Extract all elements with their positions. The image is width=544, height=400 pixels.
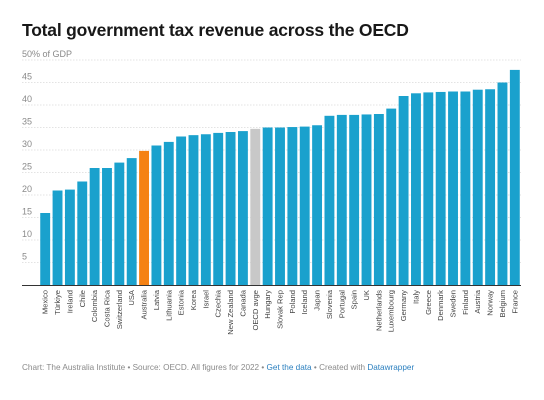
- bar: [435, 91, 446, 285]
- bar: [176, 136, 187, 285]
- y-axis-label: 50% of GDP: [22, 49, 72, 59]
- x-tick-label: Slovak Rep: [276, 290, 285, 329]
- y-tick-label: 45: [22, 72, 32, 82]
- chart-title: Total government tax revenue across the …: [22, 20, 409, 40]
- x-tick-label: OECD avge: [251, 290, 260, 331]
- x-tick-label: Japan: [313, 290, 322, 311]
- bar: [460, 91, 471, 285]
- datawrapper-link[interactable]: Datawrapper: [367, 363, 415, 372]
- bar: [139, 150, 149, 285]
- x-tick-label: Israel: [201, 290, 210, 309]
- x-tick-label: Chile: [78, 290, 87, 307]
- x-tick-label: USA: [127, 289, 136, 306]
- footer-separator: •: [261, 363, 265, 372]
- x-tick-label: Slovenia: [325, 289, 334, 319]
- bar: [386, 108, 397, 285]
- x-tick-label: Denmark: [436, 290, 445, 321]
- bar: [324, 115, 335, 285]
- x-tick-label: Colombia: [90, 289, 99, 322]
- x-tick-label: Türkiye: [53, 290, 62, 315]
- bar: [336, 114, 347, 286]
- bar: [312, 125, 323, 285]
- x-tick-label: Italy: [411, 290, 420, 304]
- bar: [64, 189, 75, 285]
- x-tick-label: New Zealand: [226, 290, 235, 335]
- bar: [398, 96, 409, 285]
- get-the-data-link[interactable]: Get the data: [266, 363, 312, 372]
- bar: [275, 127, 285, 285]
- x-tick-label: Germany: [399, 290, 408, 321]
- x-tick-label: Spain: [350, 290, 359, 309]
- y-tick-label: 40: [22, 94, 32, 104]
- x-tick-label: Ireland: [65, 290, 74, 313]
- y-tick-label: 25: [22, 162, 32, 172]
- x-tick-label: Canada: [238, 289, 247, 316]
- x-tick-label: Greece: [424, 290, 433, 315]
- chart-source: Source: OECD. All figures for 2022: [132, 363, 260, 372]
- bar: [361, 114, 372, 285]
- bar: [472, 89, 483, 285]
- bar: [213, 132, 224, 285]
- x-tick-label: Austria: [473, 289, 482, 313]
- y-tick-label: 20: [22, 184, 32, 194]
- x-tick-label: Portugal: [337, 290, 346, 319]
- bar-chart: 5 10 15 20 25 30 35 40 45 50% of GDP Mexico Türkiye…: [22, 49, 521, 335]
- chart-footer: Chart: The Australia Institute • Source:…: [22, 363, 414, 372]
- x-tick-label: Poland: [288, 290, 297, 314]
- x-tick-label: Norway: [486, 290, 495, 316]
- x-tick-label: Korea: [189, 289, 198, 310]
- y-tick-label: 35: [22, 117, 32, 127]
- bar: [349, 114, 360, 286]
- x-tick-label: UK: [362, 290, 371, 301]
- bar: [225, 132, 236, 285]
- chart-credit: Chart: The Australia Institute: [22, 363, 126, 372]
- x-tick-label: Luxembourg: [387, 290, 396, 332]
- bar: [237, 131, 248, 285]
- y-tick-label: 30: [22, 139, 32, 149]
- bar: [287, 127, 298, 285]
- bar: [40, 213, 51, 285]
- created-with-text: Created with: [319, 363, 366, 372]
- bar: [485, 89, 496, 285]
- x-tick-label: Estonia: [177, 289, 186, 315]
- footer-separator: •: [127, 363, 131, 372]
- x-tick-label: Costa Rica: [102, 289, 111, 327]
- bar: [373, 114, 384, 285]
- x-tick-label: Netherlands: [374, 290, 383, 331]
- x-tick-label: Hungary: [263, 290, 272, 319]
- bar: [250, 128, 261, 285]
- bar: [448, 91, 458, 285]
- bar: [200, 134, 211, 285]
- x-tick-label: Belgium: [498, 290, 507, 317]
- x-tick-label: Mexico: [41, 290, 50, 314]
- x-tick-label: Finland: [461, 290, 470, 315]
- x-tick-label: Iceland: [300, 290, 309, 315]
- x-tick-label: Switzerland: [115, 290, 124, 329]
- x-tick-label: France: [510, 290, 519, 314]
- bar: [188, 135, 199, 285]
- bar: [52, 190, 63, 285]
- bar: [423, 92, 434, 286]
- x-tick-label: Sweden: [449, 290, 458, 317]
- bar: [151, 145, 162, 285]
- x-tick-label: Lithuania: [164, 289, 173, 321]
- bar: [163, 141, 174, 285]
- bar: [114, 162, 125, 285]
- bar: [102, 168, 112, 285]
- footer-separator: •: [313, 363, 317, 372]
- bar: [497, 82, 508, 285]
- bar: [77, 181, 88, 285]
- y-tick-label: 10: [22, 229, 32, 239]
- y-tick-label: 15: [22, 207, 32, 217]
- x-tick-label: Czechia: [214, 289, 223, 317]
- bar: [411, 93, 421, 285]
- bar: [89, 168, 100, 285]
- x-tick-label: Latvia: [152, 289, 161, 310]
- y-tick-label: 5: [22, 252, 27, 262]
- x-tick-label: Australia: [140, 289, 149, 319]
- bar: [262, 127, 273, 285]
- bar: [126, 158, 137, 285]
- bar: [299, 126, 310, 285]
- bar: [509, 69, 520, 286]
